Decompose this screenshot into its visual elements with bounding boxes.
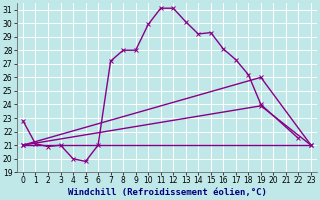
X-axis label: Windchill (Refroidissement éolien,°C): Windchill (Refroidissement éolien,°C)	[68, 188, 266, 197]
